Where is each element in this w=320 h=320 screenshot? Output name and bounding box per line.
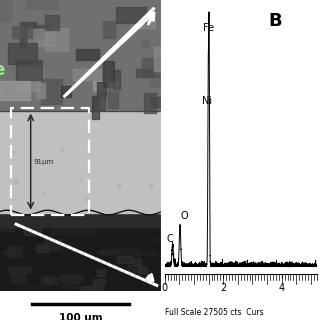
Bar bbox=[24, 226, 41, 235]
Bar bbox=[81, 286, 102, 292]
Bar bbox=[128, 265, 140, 272]
Bar bbox=[100, 250, 121, 254]
Bar bbox=[108, 83, 118, 108]
Bar bbox=[116, 7, 146, 23]
Bar bbox=[18, 68, 43, 91]
Bar bbox=[97, 251, 103, 253]
Text: B: B bbox=[268, 12, 282, 30]
Bar bbox=[60, 275, 82, 282]
Bar bbox=[44, 277, 51, 284]
Text: C: C bbox=[167, 234, 173, 244]
Bar bbox=[136, 69, 152, 77]
Bar bbox=[113, 70, 120, 89]
Bar bbox=[45, 15, 59, 30]
Bar bbox=[0, 0, 11, 21]
Bar bbox=[150, 237, 162, 241]
Bar bbox=[0, 212, 162, 227]
Bar bbox=[22, 286, 43, 295]
Bar bbox=[61, 86, 71, 97]
Bar bbox=[150, 71, 164, 87]
Bar bbox=[60, 284, 71, 290]
Bar bbox=[73, 225, 95, 234]
Bar bbox=[8, 267, 31, 272]
Bar bbox=[41, 79, 62, 104]
Bar bbox=[132, 20, 155, 28]
Bar bbox=[92, 96, 99, 119]
Bar bbox=[103, 21, 115, 38]
Bar bbox=[103, 61, 114, 87]
Bar bbox=[133, 251, 156, 255]
Bar bbox=[0, 227, 162, 291]
Bar bbox=[11, 272, 25, 282]
Bar bbox=[139, 268, 147, 273]
Bar bbox=[76, 49, 99, 60]
Bar bbox=[0, 81, 30, 100]
Bar bbox=[28, 29, 55, 46]
Bar bbox=[154, 47, 168, 71]
Bar bbox=[142, 40, 148, 47]
Text: O: O bbox=[181, 211, 188, 221]
Bar bbox=[16, 60, 42, 80]
Bar bbox=[51, 226, 70, 234]
Text: Fe: Fe bbox=[203, 23, 214, 33]
Text: 91µm: 91µm bbox=[34, 159, 54, 164]
Bar bbox=[12, 26, 32, 38]
Bar bbox=[65, 282, 79, 288]
Text: Ni: Ni bbox=[202, 96, 212, 106]
Bar bbox=[133, 259, 141, 266]
Bar bbox=[73, 69, 101, 80]
Bar bbox=[0, 111, 162, 212]
Bar bbox=[48, 81, 56, 99]
Bar bbox=[0, 227, 14, 231]
Text: e: e bbox=[0, 61, 5, 79]
Bar bbox=[20, 22, 36, 47]
Bar bbox=[97, 93, 105, 109]
Bar bbox=[116, 248, 139, 257]
Bar bbox=[3, 251, 12, 254]
Bar bbox=[0, 0, 162, 111]
Bar bbox=[51, 224, 73, 234]
Bar bbox=[22, 26, 49, 38]
Text: Full Scale 27505 cts  Curs: Full Scale 27505 cts Curs bbox=[165, 308, 263, 317]
Bar bbox=[77, 230, 88, 236]
Bar bbox=[36, 83, 45, 98]
Bar bbox=[93, 81, 118, 91]
Bar bbox=[27, 0, 58, 9]
Bar bbox=[151, 98, 166, 107]
Bar bbox=[8, 246, 21, 257]
Bar bbox=[36, 245, 48, 252]
Text: 100 um: 100 um bbox=[59, 313, 103, 320]
Bar bbox=[41, 277, 57, 284]
Bar bbox=[93, 279, 105, 285]
Bar bbox=[45, 28, 68, 51]
Bar bbox=[8, 43, 37, 64]
Bar bbox=[44, 239, 61, 250]
Bar bbox=[97, 82, 106, 96]
Bar bbox=[142, 58, 172, 76]
Bar bbox=[117, 256, 132, 263]
Bar bbox=[97, 269, 105, 276]
Bar bbox=[144, 93, 156, 113]
